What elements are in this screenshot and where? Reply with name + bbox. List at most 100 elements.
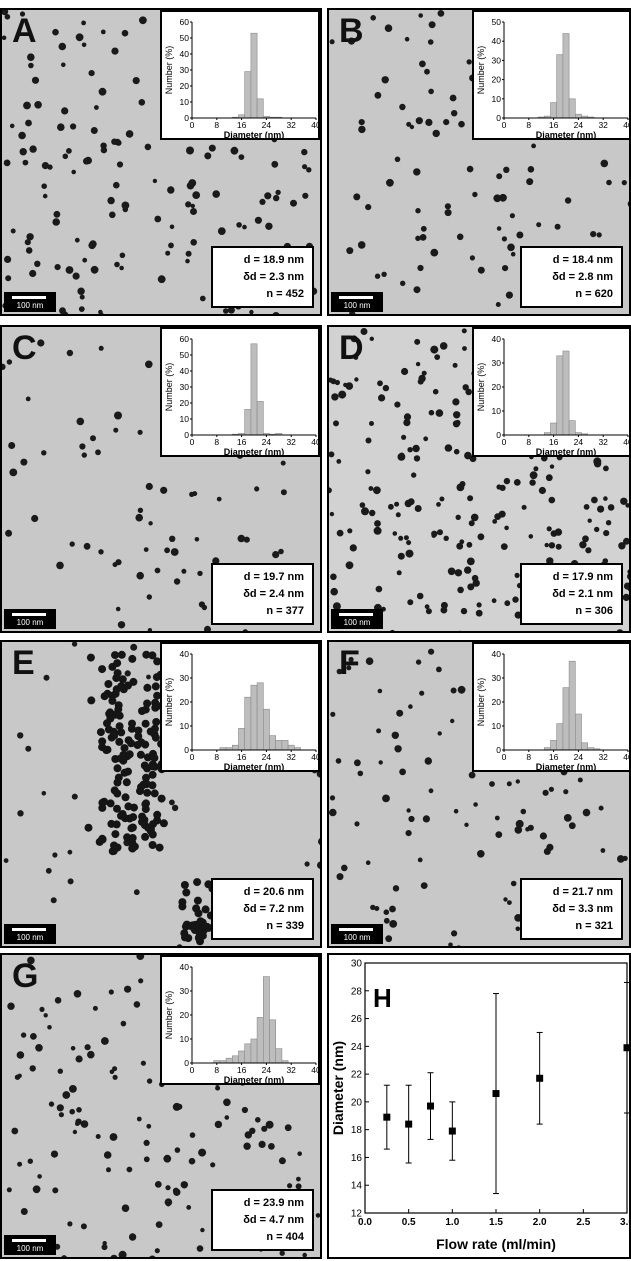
scale-bar: 100 nm (331, 609, 383, 629)
nanoparticle-aggregate (112, 674, 121, 683)
nanoparticle (440, 606, 448, 614)
y-tick-label: 20 (180, 81, 190, 91)
y-tick-label: 26 (351, 1014, 363, 1025)
nanoparticle-aggregate (106, 708, 115, 717)
nanoparticle (62, 153, 69, 160)
y-tick-label: 40 (180, 49, 190, 59)
nanoparticle (329, 511, 335, 517)
nanoparticle (98, 87, 107, 96)
nanoparticle (335, 758, 342, 764)
nanoparticle (25, 396, 31, 402)
nanoparticle-aggregate (181, 933, 189, 942)
nanoparticle (373, 486, 381, 495)
scale-bar-label: 100 nm (343, 618, 371, 627)
nanoparticle (594, 526, 600, 533)
nanoparticle (618, 542, 626, 550)
x-tick-label: 8 (214, 1065, 219, 1075)
nanoparticle (119, 252, 126, 259)
nanoparticle-aggregate (141, 719, 150, 728)
x-tick-label: 16 (237, 752, 247, 762)
x-tick-label: 40 (623, 120, 631, 130)
nanoparticle (329, 39, 335, 45)
nanoparticle (154, 215, 162, 223)
nanoparticle-aggregate (111, 755, 120, 763)
nanoparticle (413, 455, 421, 462)
nanoparticle (428, 88, 434, 95)
nanoparticle (472, 191, 478, 198)
nanoparticle (56, 1104, 64, 1112)
nanoparticle (71, 793, 78, 800)
x-tick-label: 24 (262, 437, 272, 447)
nanoparticle (499, 193, 507, 202)
nanoparticle (261, 1125, 268, 1132)
nanoparticle (415, 361, 421, 367)
nanoparticle-aggregate (111, 651, 119, 660)
nanoparticle (76, 417, 85, 426)
y-tick-label: 0 (184, 745, 189, 755)
histogram-bar (550, 422, 557, 436)
nanoparticle (243, 536, 250, 543)
nanoparticle (242, 224, 247, 230)
nanoparticle (419, 60, 426, 68)
nanoparticle-aggregate (138, 707, 146, 715)
nanoparticle (425, 118, 433, 126)
nanoparticle (329, 808, 337, 817)
nanoparticle (452, 398, 460, 406)
nanoparticle (140, 1060, 146, 1066)
nanoparticle-aggregate (113, 804, 121, 813)
nanoparticle (365, 437, 372, 444)
nanoparticle (75, 1121, 80, 1126)
nanoparticle (70, 123, 77, 130)
histogram-chart: 0 8 16 24 32 40 0 10 20 30 40 Diameter (nm) Number (… (164, 962, 320, 1085)
y-tick-label: 12 (351, 1209, 363, 1220)
nanoparticle (514, 611, 522, 619)
nanoparticle (419, 234, 427, 241)
nanoparticle (67, 849, 73, 855)
x-tick-label: 16 (549, 437, 559, 447)
nanoparticle (455, 514, 461, 520)
nanoparticle (71, 642, 78, 647)
stats-box: d = 19.7 nm δd = 2.4 nm n = 377 (211, 563, 314, 625)
nanoparticle (368, 486, 374, 491)
nanoparticle (54, 997, 62, 1004)
y-tick-label: 60 (180, 334, 190, 344)
nanoparticle (133, 1001, 141, 1008)
nanoparticle (496, 484, 502, 490)
histogram-bar (269, 1019, 276, 1064)
nanoparticle (514, 826, 523, 834)
nanoparticle (242, 629, 248, 631)
nanoparticle (507, 900, 512, 905)
nanoparticle-aggregate (142, 799, 150, 808)
nanoparticle (113, 181, 120, 189)
histogram-chart: 0 8 16 24 32 40 0 10 20 30 40 Diameter (nm) Number (… (476, 334, 629, 457)
nanoparticle-aggregate (153, 691, 162, 700)
nanoparticle (318, 838, 320, 846)
nanoparticle (374, 273, 381, 279)
nanoparticle-aggregate (181, 922, 190, 931)
nanoparticle (415, 208, 421, 214)
nanoparticle (495, 831, 503, 838)
nanoparticle (169, 224, 175, 230)
nanoparticle (596, 232, 602, 238)
nanoparticle (100, 146, 108, 154)
nanoparticle (543, 848, 551, 855)
nanoparticle (451, 110, 458, 117)
nanoparticle (587, 518, 592, 523)
stat-d: d = 23.9 nm (243, 1197, 304, 1209)
nanoparticle (550, 530, 558, 537)
nanoparticle (469, 455, 477, 463)
nanoparticle (204, 152, 212, 160)
nanoparticle (627, 573, 629, 580)
nanoparticle (398, 535, 404, 541)
nanoparticle-aggregate (84, 823, 93, 832)
nanoparticle (468, 520, 475, 527)
nanoparticle (99, 312, 104, 314)
nanoparticle (354, 821, 360, 827)
nanoparticle (436, 502, 441, 507)
nanoparticle (374, 91, 382, 99)
nanoparticle (90, 435, 96, 442)
y-tick-label: 28 (351, 986, 363, 997)
nanoparticle (464, 451, 472, 460)
nanoparticle (76, 1107, 82, 1113)
nanoparticle (321, 616, 323, 621)
